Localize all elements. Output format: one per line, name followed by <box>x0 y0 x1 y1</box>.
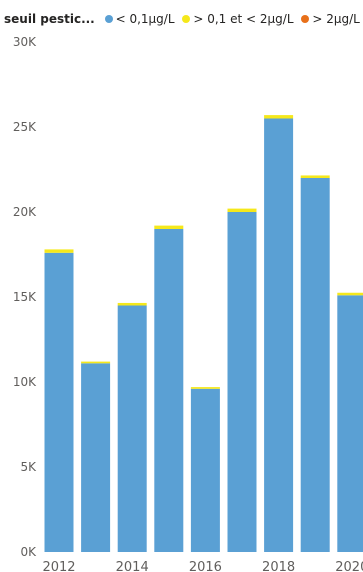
bar-2013-series-0[interactable] <box>81 363 111 552</box>
x-tick-label: 2014 <box>116 560 149 572</box>
bar-2016-series-1[interactable] <box>190 387 220 389</box>
x-tick-label: 2020 <box>335 560 363 572</box>
y-tick-label: 30K <box>13 35 37 49</box>
legend-label-mid: > 0,1 et < 2µg/L <box>193 12 294 26</box>
bar-2012-series-1[interactable] <box>44 249 74 253</box>
bar-2020-series-1[interactable] <box>337 292 363 296</box>
legend-item-mid[interactable]: > 0,1 et < 2µg/L <box>182 12 297 26</box>
y-tick-label: 10K <box>13 375 37 389</box>
bar-2019-series-0[interactable] <box>300 178 330 552</box>
legend-title: seuil pestic... <box>4 12 95 26</box>
legend-item-high[interactable]: > 2µg/L <box>301 12 360 26</box>
bar-2014-series-1[interactable] <box>117 302 147 306</box>
y-tick-label: 25K <box>13 120 37 134</box>
legend-marker-low <box>104 15 113 23</box>
legend-marker-mid <box>182 15 191 23</box>
bar-2019-series-1[interactable] <box>300 175 330 178</box>
legend: seuil pestic... < 0,1µg/L > 0,1 et < 2µg… <box>4 12 363 32</box>
bar-2020-series-0[interactable] <box>337 295 363 552</box>
bar-2015-series-0[interactable] <box>154 229 184 552</box>
bar-2015-series-1[interactable] <box>154 225 184 229</box>
x-tick-label: 2018 <box>262 560 295 572</box>
y-tick-label: 5K <box>20 460 37 474</box>
y-tick-label: 0K <box>20 545 37 559</box>
bar-2018-series-0[interactable] <box>264 118 294 553</box>
bar-2012-series-0[interactable] <box>44 252 74 553</box>
bar-2018-series-1[interactable] <box>264 115 294 119</box>
legend-marker-high <box>301 15 310 23</box>
bar-2017-series-1[interactable] <box>227 208 257 212</box>
legend-label-high: > 2µg/L <box>312 12 360 26</box>
bar-2016-series-0[interactable] <box>190 388 220 552</box>
bar-2017-series-0[interactable] <box>227 212 257 552</box>
bar-2014-series-0[interactable] <box>117 305 147 553</box>
legend-item-low[interactable]: < 0,1µg/L <box>104 12 179 26</box>
y-tick-label: 20K <box>13 205 37 219</box>
bar-2013-series-1[interactable] <box>81 361 111 364</box>
x-tick-label: 2012 <box>42 560 75 572</box>
x-tick-label: 2016 <box>189 560 222 572</box>
y-tick-label: 15K <box>13 290 37 304</box>
legend-label-low: < 0,1µg/L <box>115 12 175 26</box>
